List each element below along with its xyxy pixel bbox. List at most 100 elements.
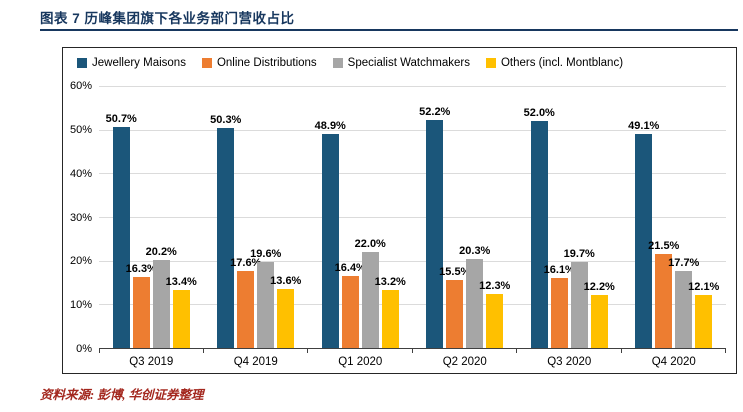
bar-value-label: 16.3% — [125, 262, 157, 275]
bar-group: 52.0% 16.1% 19.7% 12.2% — [517, 86, 622, 348]
bar: 19.7% — [564, 248, 595, 348]
bar-value-label: 19.6% — [250, 248, 282, 261]
bar: 15.5% — [439, 266, 470, 348]
chart-container: Jewellery Maisons Online Distributions Spe… — [62, 47, 737, 374]
legend-swatch-icon — [485, 58, 496, 68]
bar-value-label: 21.5% — [648, 240, 680, 253]
figure-header: 图表 7 历峰集团旗下各业务部门营收占比 — [40, 7, 295, 28]
bar: 16.1% — [544, 264, 575, 348]
bar: 16.3% — [126, 263, 157, 348]
bar: 48.9% — [315, 120, 346, 348]
bar-value-label: 13.6% — [270, 274, 302, 287]
plot-area: 50.7% 16.3% 20.2% 13.4% 50.3% 17.6% 19.6% 13.6%… — [99, 86, 726, 349]
legend-item: Jewellery Maisons — [77, 57, 186, 69]
bar: 13.2% — [375, 276, 406, 348]
legend-label: Jewellery Maisons — [92, 57, 186, 69]
bar-value-label: 17.7% — [668, 256, 700, 269]
x-category-label: Q3 2020 — [517, 349, 622, 373]
legend-label: Others (incl. Montblanc) — [500, 57, 624, 69]
y-axis: 0% 10% 20% 30% 40% 50% 60% — [63, 80, 99, 355]
bar-group: 50.7% 16.3% 20.2% 13.4% — [99, 86, 204, 348]
bar: 12.1% — [688, 281, 719, 348]
bar-value-label: 20.3% — [459, 245, 491, 258]
y-tick-label: 20% — [69, 255, 92, 268]
y-tick-label: 30% — [69, 211, 92, 224]
legend-item: Specialist Watchmakers — [332, 57, 470, 69]
bar: 17.7% — [668, 257, 699, 348]
bar: 20.2% — [146, 246, 177, 348]
bar-value-label: 22.0% — [354, 237, 386, 250]
legend-swatch-icon — [201, 58, 212, 68]
x-category-label: Q4 2019 — [204, 349, 308, 373]
gridline — [99, 173, 726, 175]
bar-value-label: 49.1% — [628, 119, 660, 132]
y-tick-label: 40% — [69, 167, 92, 180]
gridline — [99, 304, 726, 306]
bar: 50.3% — [210, 114, 241, 348]
plot-wrap: 0% 10% 20% 30% 40% 50% 60% 50.7% 16.3% 20.2% 13.4… — [63, 80, 736, 355]
figure-title: 图表 7 历峰集团旗下各业务部门营收占比 — [40, 11, 295, 26]
bar-value-label: 17.6% — [230, 257, 262, 270]
gridline — [99, 217, 726, 218]
bar-group: 50.3% 17.6% 19.6% 13.6% — [204, 86, 309, 348]
bar: 13.6% — [270, 275, 301, 348]
y-tick-label: 10% — [69, 299, 92, 312]
bar-value-label: 50.7% — [105, 112, 137, 125]
bar: 21.5% — [648, 240, 679, 348]
axis-tick — [725, 349, 726, 353]
bar-value-label: 12.2% — [583, 280, 615, 293]
axis-tick — [307, 349, 308, 353]
bar-value-label: 50.3% — [210, 114, 242, 127]
bar-value-label: 52.2% — [419, 106, 451, 119]
bar-group: 49.1% 21.5% 17.7% 12.1% — [622, 86, 727, 348]
bar-value-label: 13.4% — [165, 275, 197, 288]
gridline — [99, 129, 726, 131]
bar-groups: 50.7% 16.3% 20.2% 13.4% 50.3% 17.6% 19.6% 13.6%… — [99, 86, 726, 348]
legend-label: Specialist Watchmakers — [347, 57, 470, 69]
bar-value-label: 12.3% — [479, 280, 511, 293]
bar-group: 52.2% 15.5% 20.3% 12.3% — [413, 86, 518, 348]
bar: 19.6% — [250, 248, 281, 348]
axis-tick — [202, 349, 204, 353]
bar-value-label: 20.2% — [145, 245, 177, 258]
y-tick-label: 50% — [69, 123, 92, 136]
bar: 52.2% — [419, 106, 450, 348]
source-note: 资料来源: 彭博, 华创证券整理 — [40, 388, 204, 402]
legend-swatch-icon — [77, 58, 87, 68]
y-tick-label: 0% — [76, 343, 92, 355]
title-divider — [40, 29, 738, 31]
bar-group: 48.9% 16.4% 22.0% 13.2% — [308, 86, 413, 348]
x-category-label: Q1 2020 — [308, 349, 413, 373]
bar: 22.0% — [355, 238, 386, 348]
x-axis: Q3 2019 Q4 2019 Q1 2020 Q2 2020 Q3 2020 Q4 20… — [99, 349, 726, 373]
x-category-label: Q3 2019 — [99, 349, 204, 373]
bar: 49.1% — [628, 120, 659, 348]
bar-value-label: 52.0% — [523, 106, 555, 119]
bar: 13.4% — [166, 276, 197, 348]
bar: 12.3% — [479, 280, 510, 348]
legend-swatch-icon — [332, 58, 343, 68]
bar-value-label: 13.2% — [374, 276, 406, 289]
gridline — [99, 260, 726, 262]
bar-value-label: 15.5% — [439, 266, 471, 279]
bar: 17.6% — [230, 257, 261, 348]
bar-value-label: 12.1% — [688, 281, 720, 294]
bar: 50.7% — [106, 113, 137, 348]
bar: 12.2% — [584, 281, 615, 348]
gridline — [99, 86, 726, 87]
bar-value-label: 48.9% — [314, 120, 346, 133]
bar-value-label: 19.7% — [563, 247, 595, 260]
legend-item: Online Distributions — [201, 57, 317, 69]
bar-value-label: 16.4% — [334, 262, 366, 275]
legend-item: Others (incl. Montblanc) — [485, 57, 624, 69]
x-category-label: Q4 2020 — [622, 349, 726, 373]
axis-tick — [411, 349, 413, 353]
bar: 16.4% — [335, 262, 366, 348]
bar: 52.0% — [524, 107, 555, 348]
legend-label: Online Distributions — [216, 57, 317, 69]
x-category-label: Q2 2020 — [413, 349, 517, 373]
chart-legend: Jewellery Maisons Online Distributions Spe… — [77, 57, 623, 69]
axis-tick — [99, 349, 100, 353]
bar: 20.3% — [459, 245, 490, 348]
